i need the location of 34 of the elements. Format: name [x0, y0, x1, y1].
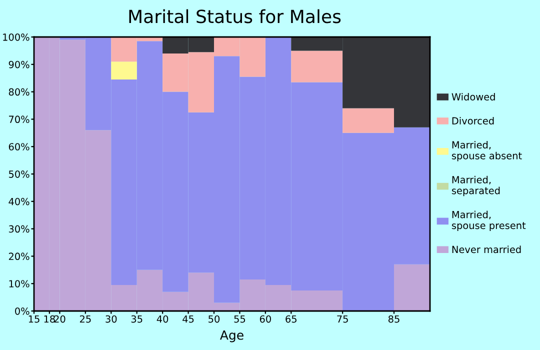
x-tick-label: 55 — [234, 315, 246, 323]
legend-label: Widowed — [452, 92, 495, 101]
x-tick-label: 85 — [388, 315, 400, 323]
y-tick-label: 70% — [9, 116, 30, 124]
legend-label: Divorced — [452, 116, 494, 124]
y-tick-label: 50% — [8, 170, 30, 178]
x-tick-label: 18 — [44, 315, 55, 323]
x-tick-label: 35 — [131, 315, 142, 323]
bar — [111, 62, 137, 80]
y-tick-label: 80% — [8, 88, 30, 96]
x-tick-label: 25 — [80, 315, 91, 323]
x-tick-label: 30 — [106, 315, 117, 323]
x-tick-label: 65 — [286, 315, 296, 323]
y-tick-label: 0% — [15, 307, 30, 315]
x-tick-label: 45 — [182, 315, 194, 323]
y-tick-label: 90% — [8, 60, 30, 68]
legend-label: Married, spouse present — [452, 210, 526, 232]
x-tick-label: 75 — [337, 315, 348, 323]
y-tick-label: 20% — [8, 252, 30, 260]
y-tick-label: 10% — [9, 280, 30, 288]
legend-label: Never married — [452, 246, 521, 254]
x-tick-label: 15 — [28, 315, 40, 323]
chart-title: Marital Status for Males — [129, 9, 341, 24]
y-tick-label: 60% — [8, 143, 30, 150]
x-tick-label: 50 — [208, 315, 220, 323]
x-tick-label: 40 — [156, 315, 168, 323]
x-tick-label: 20 — [54, 315, 66, 323]
legend-label: Married, spouse absent — [452, 140, 522, 162]
legend-label: Married, separated — [452, 176, 500, 196]
x-axis-title: Age — [220, 330, 244, 342]
y-tick-label: 40% — [8, 198, 30, 206]
x-tick-label: 60 — [260, 315, 271, 323]
y-tick-label: 100% — [3, 33, 30, 41]
y-tick-label: 30% — [8, 225, 30, 233]
